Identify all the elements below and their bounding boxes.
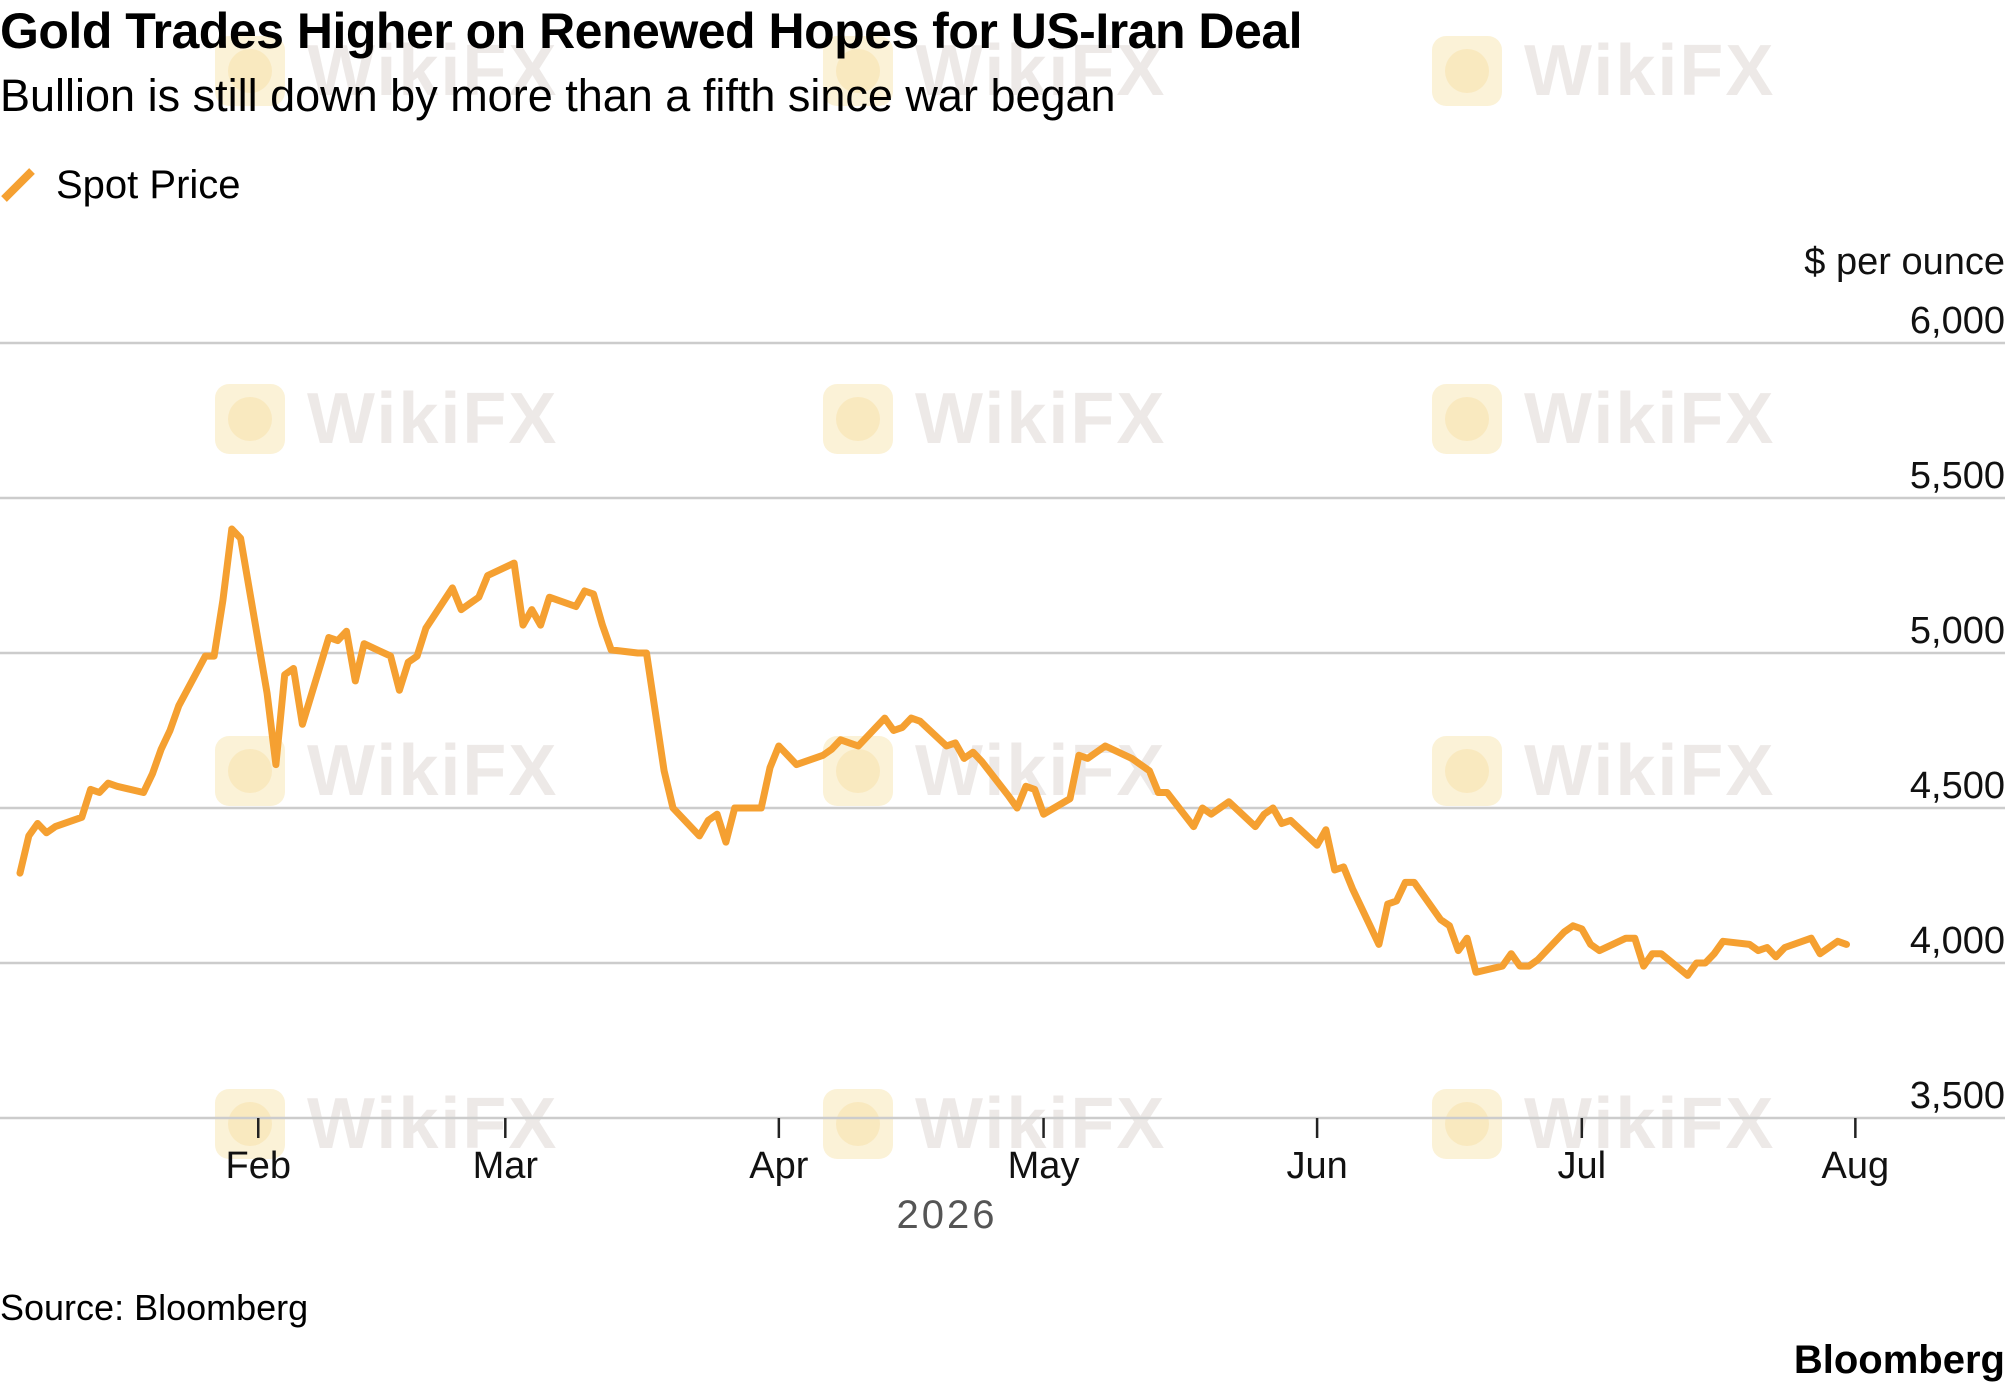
y-axis-label: $ per ounce [1804,241,2005,283]
legend: Spot Price [0,160,241,210]
x-tick-label: Jul [1558,1145,1607,1187]
x-tick-label: Apr [749,1145,808,1187]
y-tick-label: 4,000 [1910,920,2005,962]
y-tick-label: 4,500 [1910,765,2005,807]
y-tick-label: 5,000 [1910,610,2005,652]
y-tick-label: 5,500 [1910,455,2005,497]
x-axis-label: 2026 [897,1193,998,1237]
x-tick-label: Feb [226,1145,291,1187]
x-tick-label: Mar [473,1145,539,1187]
series-line-spot-price [16,525,1850,979]
chart-subtitle: Bullion is still down by more than a fif… [0,70,1116,121]
y-tick-label: 3,500 [1910,1075,2005,1117]
brand-logo: Bloomberg [1793,1338,2005,1382]
chart-title: Gold Trades Higher on Renewed Hopes for … [0,3,1303,59]
x-tick-label: May [1008,1145,1080,1187]
y-tick-label: 6,000 [1910,300,2005,342]
source-note: Source: Bloomberg [0,1287,309,1328]
legend-label: Spot Price [56,162,241,207]
x-tick-label: Jun [1286,1145,1347,1187]
legend-swatch-icon [1,168,35,202]
x-tick-label: Aug [1822,1145,1890,1187]
